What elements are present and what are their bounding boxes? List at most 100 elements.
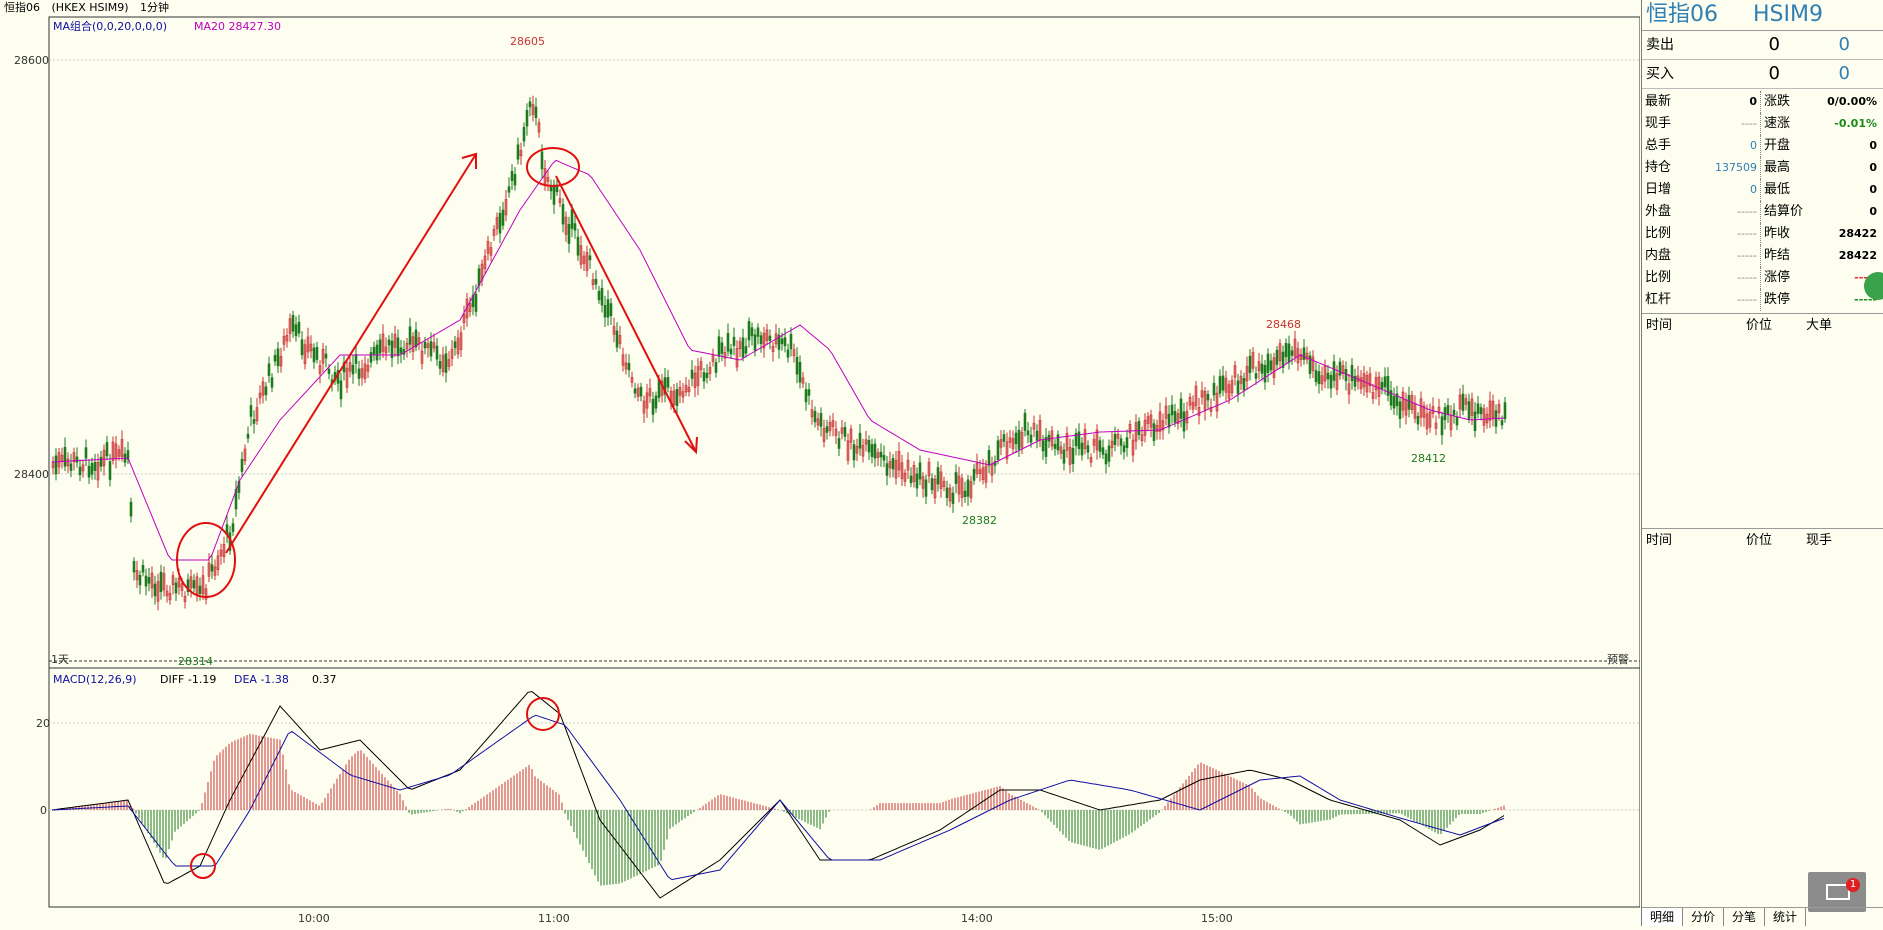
- candle-body: [1212, 382, 1216, 396]
- big-order-list[interactable]: 时间 价位 大单: [1642, 314, 1883, 529]
- tick-col-volume: 现手: [1806, 533, 1833, 548]
- tab-price-dist[interactable]: 分价: [1683, 908, 1725, 926]
- candle-body: [1395, 393, 1399, 407]
- quote-value: 0: [1869, 205, 1877, 218]
- candle-body: [861, 445, 865, 457]
- candle-body: [630, 376, 634, 383]
- quote-key: 现手: [1645, 116, 1672, 131]
- candle-body: [414, 329, 418, 348]
- tab-detail[interactable]: 明细: [1642, 908, 1684, 926]
- period-selector[interactable]: 1分钟: [140, 1, 170, 14]
- candle-body: [276, 348, 280, 367]
- candle-body: [1191, 402, 1195, 410]
- chart-svg[interactable]: MA组合(0,0,20,0,0,0) MA20 28427.30 28600 2…: [0, 16, 1641, 926]
- candle-body: [648, 388, 652, 397]
- candle-body: [1200, 390, 1204, 398]
- quote-row: 外盘 ----- 结算价 0: [1642, 201, 1883, 223]
- candle-body: [1434, 422, 1438, 429]
- candle-body: [1119, 438, 1123, 446]
- quote-value: 0: [1869, 183, 1877, 196]
- candle-body: [633, 388, 637, 394]
- candle-body: [1371, 392, 1375, 399]
- candle-body: [237, 480, 241, 493]
- candle-body: [978, 469, 982, 474]
- chart-area[interactable]: MA组合(0,0,20,0,0,0) MA20 28427.30 28600 2…: [0, 16, 1641, 926]
- candle-body: [144, 575, 148, 587]
- candle-body: [858, 432, 862, 449]
- tab-stats[interactable]: 统计: [1765, 908, 1807, 926]
- candle-body: [1320, 375, 1324, 385]
- candle-body: [969, 481, 973, 499]
- toolbar-symbol[interactable]: 恒指06: [4, 1, 40, 14]
- candle-body: [804, 389, 808, 403]
- panel-header: 恒指06 HSIM9: [1642, 0, 1883, 31]
- candle-body: [1074, 432, 1078, 447]
- candle-body: [408, 326, 412, 345]
- candle-body: [1161, 420, 1165, 431]
- candle-body: [537, 122, 541, 133]
- quote-value: 28422: [1838, 227, 1877, 240]
- candle-body: [1275, 349, 1279, 365]
- quote-row: 最新 0 涨跌 0/0.00%: [1642, 91, 1883, 113]
- quote-key: 昨结: [1764, 248, 1791, 263]
- candle-body: [771, 345, 775, 352]
- candle-body: [693, 372, 697, 388]
- candle-body: [996, 440, 1000, 461]
- price-tick-28400: 28400: [14, 468, 49, 481]
- candle-body: [1341, 365, 1345, 374]
- candle-body: [867, 439, 871, 453]
- candle-body: [810, 409, 814, 418]
- candle-body: [1179, 398, 1183, 419]
- quote-value: -----: [1737, 271, 1757, 284]
- candle-body: [1407, 395, 1411, 410]
- candle-body: [1224, 377, 1228, 393]
- candle-body: [747, 321, 751, 341]
- candle-body: [702, 372, 706, 382]
- quote-value: 0: [1749, 95, 1757, 108]
- ma-combo-label[interactable]: MA组合(0,0,20,0,0,0): [53, 19, 167, 33]
- panel-title: 恒指06: [1646, 2, 1718, 27]
- annotation-circle-macd-low: [190, 853, 216, 879]
- candle-body: [684, 384, 688, 393]
- message-button[interactable]: 1: [1808, 872, 1866, 912]
- candle-body: [1020, 431, 1024, 448]
- candle-body: [888, 461, 892, 469]
- candle-body: [1488, 400, 1492, 421]
- candle-body: [936, 467, 940, 485]
- candle-body: [1500, 420, 1504, 426]
- candle-body: [1389, 390, 1393, 406]
- quote-row: 比例 ----- 昨收 28422: [1642, 223, 1883, 245]
- candle-body: [1122, 445, 1126, 453]
- candle-body: [1113, 433, 1117, 446]
- candle-body: [165, 590, 169, 597]
- candle-body: [945, 487, 949, 499]
- candle-body: [1236, 380, 1240, 394]
- candle-body: [513, 174, 517, 186]
- macd-tick-0: 0: [40, 804, 47, 817]
- candle-body: [102, 449, 106, 467]
- candle-body: [900, 462, 904, 480]
- candle-body: [675, 388, 679, 406]
- tab-ticks[interactable]: 分笔: [1724, 908, 1766, 926]
- candle-body: [273, 355, 277, 362]
- candle-body: [816, 418, 820, 426]
- macd-title[interactable]: MACD(12,26,9): [53, 673, 137, 686]
- candle-body: [1152, 423, 1156, 441]
- candle-body: [90, 463, 94, 475]
- candle-body: [687, 386, 691, 393]
- candlestick-series: [51, 95, 1507, 611]
- tick-list[interactable]: 时间 价位 现手: [1642, 529, 1883, 889]
- float-widget-icon[interactable]: [1864, 272, 1883, 300]
- candle-body: [708, 367, 712, 374]
- alert-label[interactable]: 预警: [1607, 652, 1629, 666]
- ma20-label: MA20 28427.30: [194, 20, 281, 33]
- candle-body: [564, 216, 568, 235]
- macd-tick-20: 20: [36, 717, 50, 730]
- candle-body: [1263, 364, 1267, 383]
- candle-body: [162, 573, 166, 591]
- candle-body: [984, 465, 988, 483]
- candle-body: [1239, 375, 1243, 384]
- candle-body: [1251, 352, 1255, 369]
- candle-body: [1053, 443, 1057, 449]
- candle-body: [1197, 407, 1201, 416]
